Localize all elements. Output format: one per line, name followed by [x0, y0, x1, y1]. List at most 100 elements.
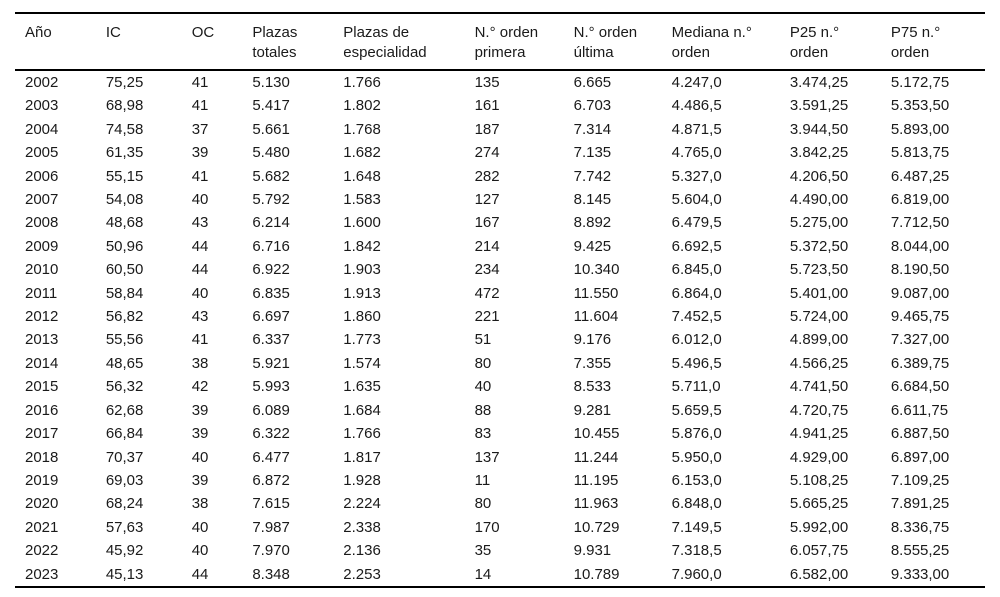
table-cell: 8.348 — [252, 565, 290, 583]
table-cell: 5.665,25 — [789, 495, 849, 513]
column-header: IC — [95, 13, 182, 71]
table-cell: 7.712,50 — [890, 214, 950, 232]
table-cell: 161 — [474, 97, 500, 115]
table-cell: 7.149,5 — [671, 518, 722, 536]
table-cell: 11.244 — [573, 448, 619, 466]
table-row: 2003 68,98 41 5.417 1.802 161 6.703 4.486,5 3.59… — [15, 94, 985, 117]
table-cell: 7.615 — [252, 495, 290, 513]
table-cell: 7.987 — [252, 518, 290, 536]
data-table: Año IC OC Plazas totales Plazas de especiali… — [15, 12, 985, 588]
table-body: 2002 75,25 41 5.130 1.766 135 6.665 4.247,0 3.47… — [15, 70, 985, 587]
table-cell: 48,68 — [105, 214, 144, 232]
table-row: 2023 45,13 44 8.348 2.253 14 10.789 7.960,0 6.58… — [15, 563, 985, 587]
table-cell: 1.766 — [343, 425, 381, 443]
table-cell: 6.848,0 — [671, 495, 722, 513]
table-cell: 45,92 — [105, 542, 144, 560]
table-cell: 4.720,75 — [789, 401, 849, 419]
column-header: Plazas de especialidad — [333, 13, 465, 71]
table-cell: 7.970 — [252, 542, 290, 560]
table-cell: 88 — [474, 401, 492, 419]
table-cell: 6.479,5 — [671, 214, 722, 232]
year-cell: 2022 — [25, 542, 59, 560]
table-cell: 55,15 — [105, 167, 144, 185]
table-cell: 6.819,00 — [890, 191, 950, 209]
year-cell: 2018 — [25, 448, 59, 466]
table-cell: 5.813,75 — [890, 144, 950, 162]
table-cell: 56,82 — [105, 308, 144, 326]
year-cell: 2002 — [25, 74, 59, 91]
table-cell: 6.716 — [252, 237, 290, 255]
table-cell: 4.206,50 — [789, 167, 849, 185]
table-cell: 4.247,0 — [671, 74, 722, 91]
table-cell: 6.665 — [573, 74, 612, 91]
table-cell: 5.108,25 — [789, 471, 849, 489]
table-cell: 40 — [191, 284, 209, 302]
column-header: Año — [15, 13, 96, 71]
table-cell: 5.401,00 — [789, 284, 849, 302]
table-cell: 14 — [474, 565, 492, 583]
table-cell: 35 — [474, 542, 492, 560]
table-cell: 10.729 — [573, 518, 620, 536]
table-cell: 8.190,50 — [890, 261, 950, 279]
table-cell: 43 — [191, 214, 209, 232]
table-cell: 10.455 — [573, 425, 620, 443]
table-cell: 5.993 — [252, 378, 290, 396]
table-cell: 39 — [191, 401, 209, 419]
table-cell: 6.477 — [252, 448, 290, 466]
table-cell: 44 — [191, 237, 209, 255]
table-cell: 9.176 — [573, 331, 612, 349]
column-header: Plazas totales — [242, 13, 334, 71]
table-row: 2014 48,65 38 5.921 1.574 80 7.355 5.496,5 4.566… — [15, 352, 985, 375]
table-cell: 41 — [191, 331, 209, 349]
table-row: 2019 69,03 39 6.872 1.928 11 11.195 6.153,0 5.10… — [15, 469, 985, 492]
year-cell: 2015 — [25, 378, 59, 396]
table-cell: 50,96 — [105, 237, 144, 255]
table-cell: 39 — [191, 144, 209, 162]
table-cell: 6.057,75 — [789, 542, 849, 560]
table-row: 2016 62,68 39 6.089 1.684 88 9.281 5.659,5 4.720… — [15, 399, 985, 422]
table-cell: 6.872 — [252, 471, 290, 489]
table-cell: 7.452,5 — [671, 308, 722, 326]
table-cell: 1.574 — [343, 354, 381, 372]
table-cell: 5.921 — [252, 354, 290, 372]
table-row: 2004 74,58 37 5.661 1.768 187 7.314 4.871,5 3.94… — [15, 118, 985, 141]
table-cell: 8.044,00 — [890, 237, 950, 255]
column-header: Mediana n.° orden — [661, 13, 780, 71]
table-row: 2008 48,68 43 6.214 1.600 167 8.892 6.479,5 5.27… — [15, 211, 985, 234]
table-cell: 68,98 — [105, 97, 144, 115]
year-cell: 2019 — [25, 471, 59, 489]
table-cell: 7.742 — [573, 167, 612, 185]
table-cell: 80 — [474, 495, 492, 513]
table-cell: 10.340 — [573, 261, 620, 279]
year-cell: 2010 — [25, 261, 59, 279]
table-cell: 214 — [474, 237, 500, 255]
year-cell: 2007 — [25, 191, 59, 209]
table-cell: 4.871,5 — [671, 120, 722, 138]
table-row: 2002 75,25 41 5.130 1.766 135 6.665 4.247,0 3.47… — [15, 70, 985, 94]
table-cell: 1.913 — [343, 284, 381, 302]
table-cell: 1.842 — [343, 237, 381, 255]
table-cell: 54,08 — [105, 191, 144, 209]
table-cell: 6.487,25 — [890, 167, 950, 185]
table-row: 2013 55,56 41 6.337 1.773 51 9.176 6.012,0 4.899… — [15, 328, 985, 351]
table-cell: 83 — [474, 425, 492, 443]
year-cell: 2008 — [25, 214, 59, 232]
year-cell: 2017 — [25, 425, 59, 443]
year-cell: 2014 — [25, 354, 59, 372]
table-cell: 40 — [474, 378, 492, 396]
table-cell: 48,65 — [105, 354, 144, 372]
table-row: 2010 60,50 44 6.922 1.903 234 10.340 6.845,0 5.7… — [15, 258, 985, 281]
table-cell: 7.314 — [573, 120, 612, 138]
table-cell: 7.318,5 — [671, 542, 722, 560]
table-cell: 7.327,00 — [890, 331, 950, 349]
table-cell: 11 — [474, 471, 491, 489]
table-cell: 6.887,50 — [890, 425, 950, 443]
table-cell: 1.860 — [343, 308, 381, 326]
table-cell: 6.845,0 — [671, 261, 722, 279]
table-cell: 7.109,25 — [890, 471, 950, 489]
table-cell: 170 — [474, 518, 500, 536]
table-cell: 45,13 — [105, 565, 144, 583]
table-cell: 1.648 — [343, 167, 381, 185]
table-cell: 74,58 — [105, 120, 144, 138]
table-cell: 137 — [474, 448, 500, 466]
